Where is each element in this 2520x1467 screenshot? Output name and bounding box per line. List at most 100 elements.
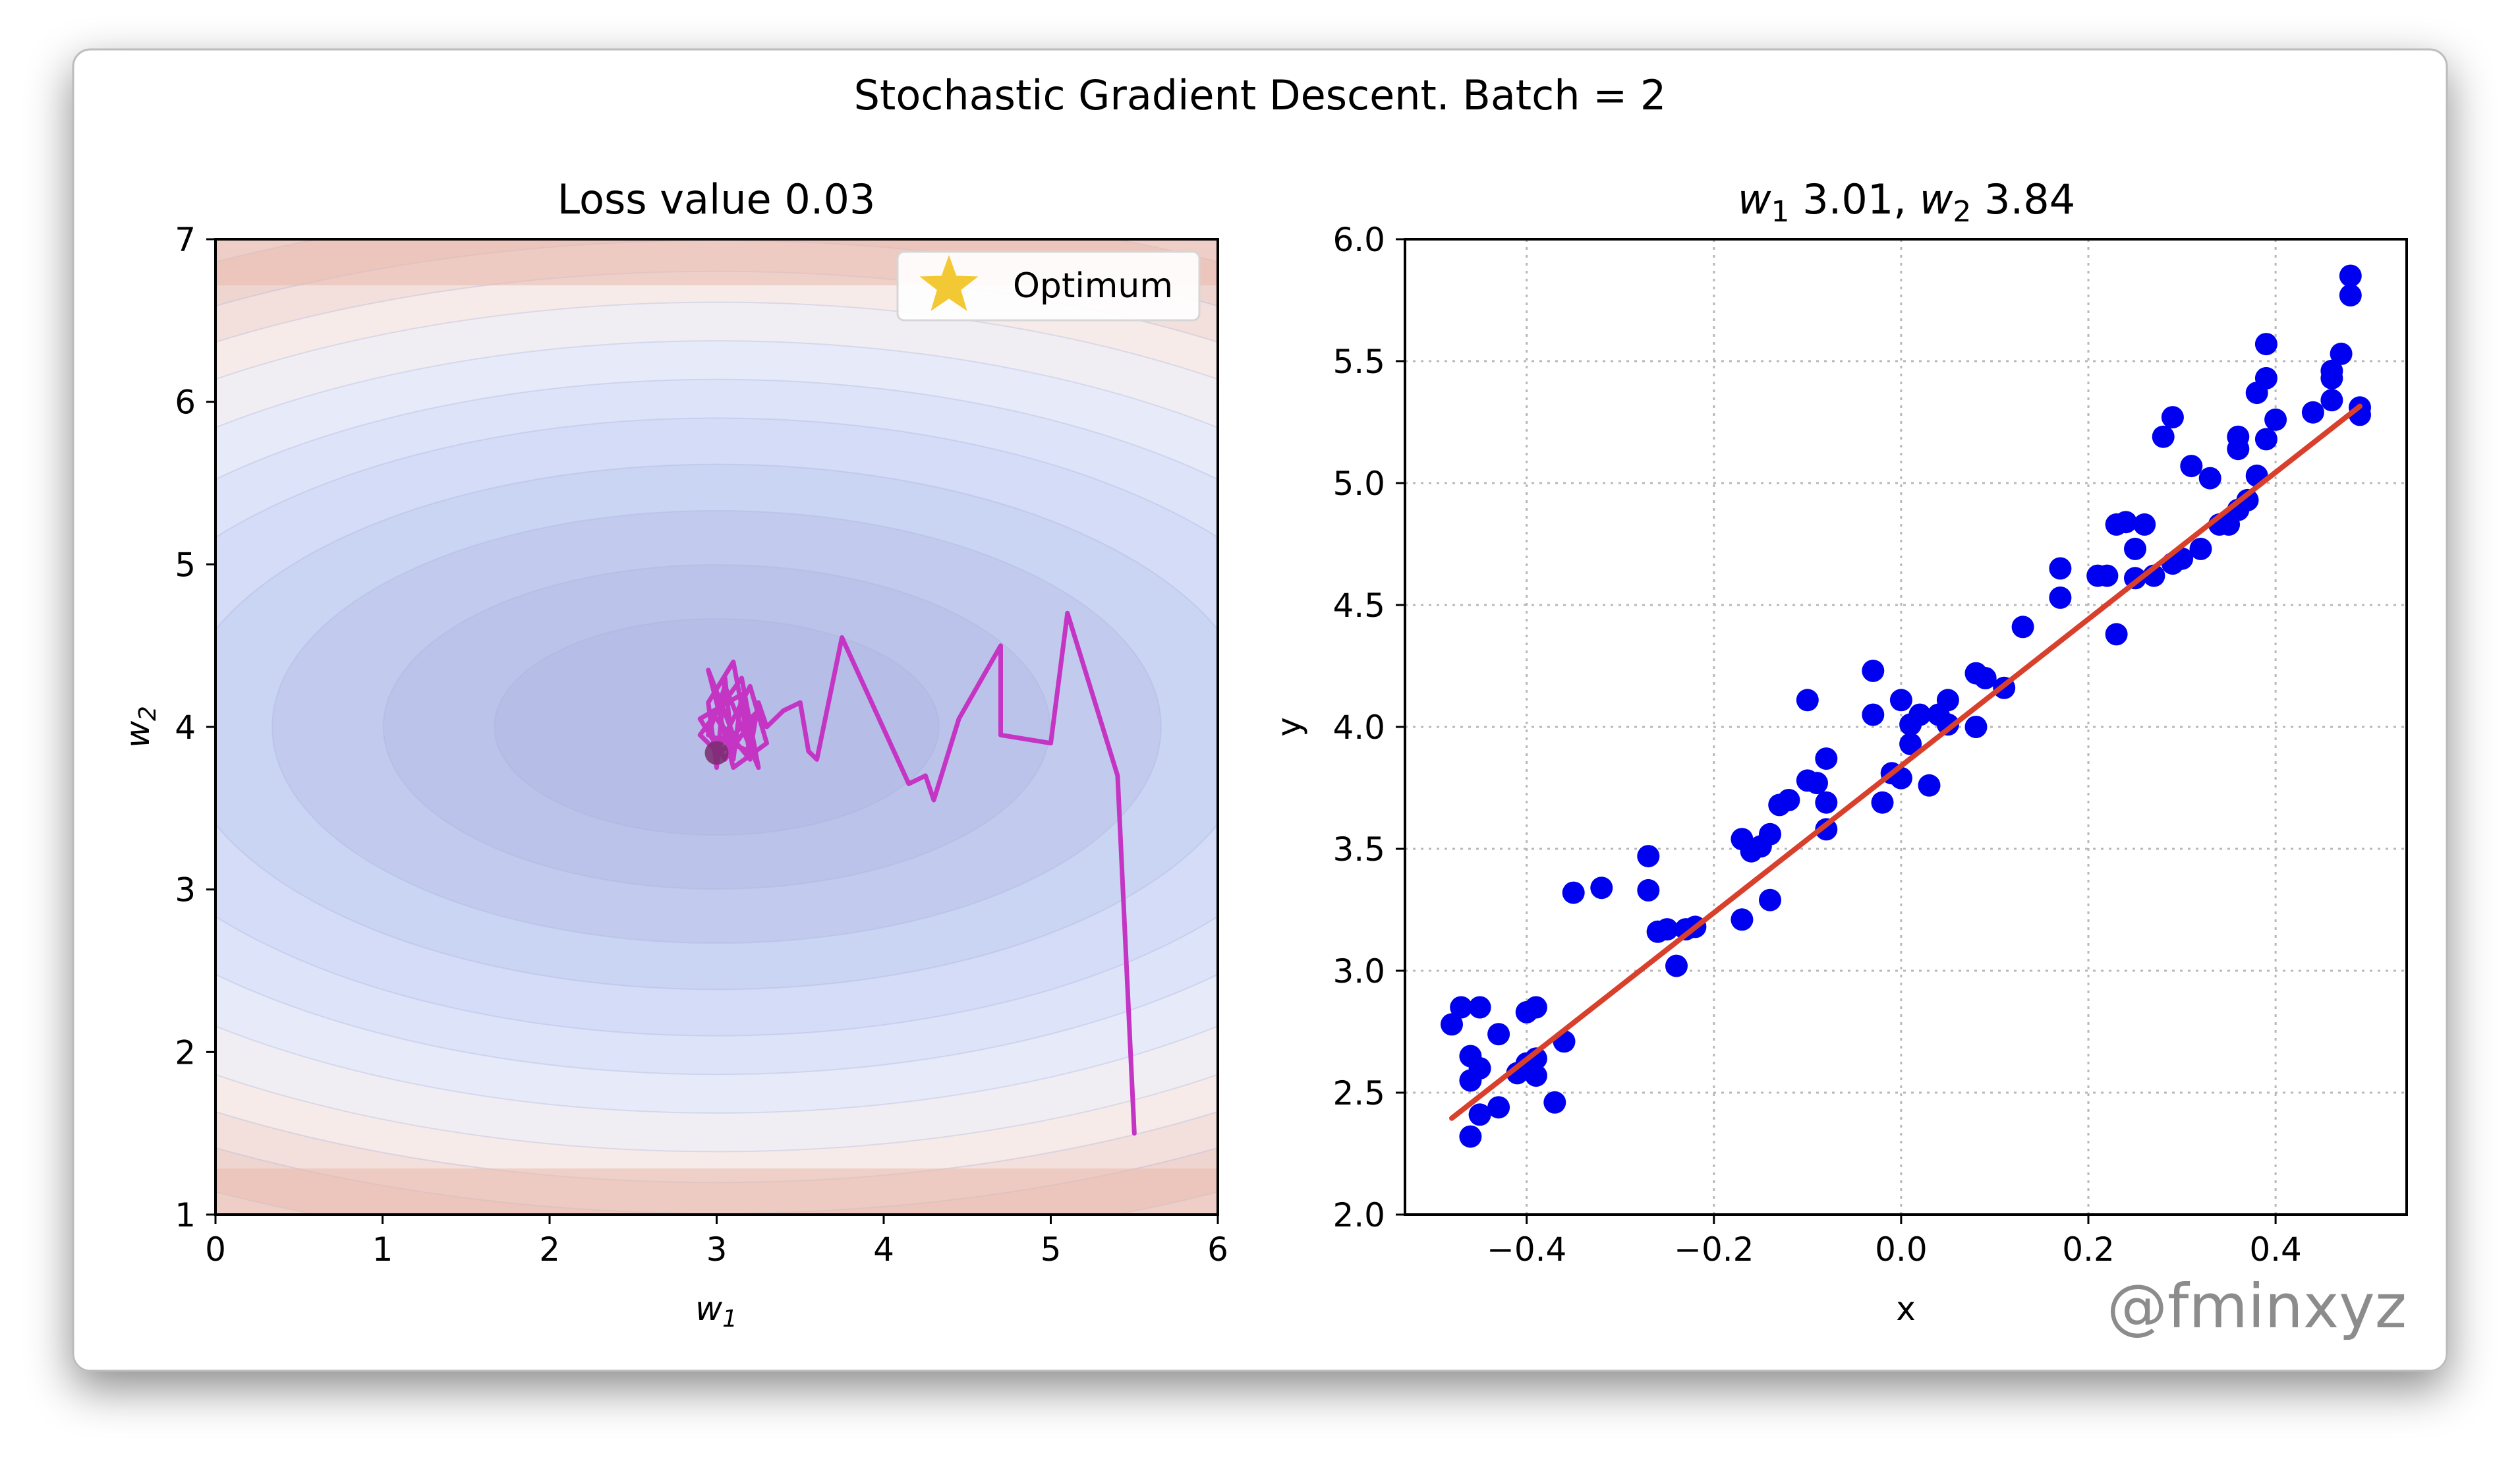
scatter-point [1862,703,1885,726]
scatter-point [2339,264,2362,287]
scatter-point [1487,1023,1510,1046]
scatter-point [2227,438,2250,461]
scatter-point [1450,996,1473,1019]
scatter-point [1815,791,1838,814]
scatter-point [1899,732,1922,755]
scatter-point [1918,774,1941,797]
scatter-point [2301,401,2324,424]
x-tick-label: −0.2 [1674,1230,1754,1269]
scatter-point [1637,878,1660,902]
x-tick-label: 4 [873,1230,894,1269]
scatter-point [2105,623,2128,646]
scatter-point [1889,689,1912,712]
scatter-point [1655,918,1678,941]
y-tick-label: 4.0 [1332,708,1385,747]
sgd-path [697,610,1137,1136]
scatter-point [2330,342,2353,365]
scatter-point [1665,954,1688,977]
scatter-point [1524,996,1547,1019]
scatter-point [1441,1013,1463,1036]
contour-band [494,618,940,836]
scatter-point [2320,359,2343,382]
star-icon [919,255,979,311]
y-tick-label: 2.0 [1332,1196,1385,1234]
scatter-point [2114,511,2137,534]
scatter-point [1468,1057,1491,1079]
scatter-point [1468,1103,1491,1126]
scatter-point [2049,586,2072,609]
left-y-axis-ticks: 1 2 3 4 5 6 7 [175,221,215,1234]
contour-bands [215,239,1218,1215]
scatter-point [2254,428,2277,451]
scatter-point [1524,1064,1547,1087]
x-tick-label: 3 [706,1230,728,1269]
scatter-points [1441,264,2371,1148]
left-x-axis-label: w1 [695,1290,737,1333]
scatter-point [1459,1125,1482,1148]
y-tick-label: 2.5 [1332,1074,1385,1112]
scatter-point [2339,284,2362,307]
left-x-axis-ticks: 0 1 2 3 4 5 6 [205,1215,1228,1269]
scatter-point [1637,845,1660,868]
regression-panel: w1 3.01, w2 3.84 −0.4 −0.2 0.0 0.2 0.4 2.02.… [1270,175,2408,1328]
scatter-point [2133,513,2156,536]
scatter-point [2264,408,2287,431]
scatter-point [1562,881,1585,904]
x-tick-label: 0.0 [1875,1230,1928,1269]
scatter-point [1936,713,1959,736]
scatter-point [2049,557,2072,580]
scatter-point [1759,888,1781,911]
right-x-axis-ticks: −0.4 −0.2 0.0 0.2 0.4 [1487,1215,2302,1269]
y-tick-label: 3.0 [1332,952,1385,991]
y-tick-label: 7 [175,221,196,259]
x-tick-label: 2 [539,1230,560,1269]
scatter-point [2189,537,2212,560]
scatter-point [1777,789,1800,811]
x-tick-label: −0.4 [1487,1230,1566,1269]
scatter-point [1543,1091,1566,1114]
fit-line [1449,403,2362,1121]
x-tick-label: 0 [205,1230,226,1269]
scatter-point [1908,703,1932,726]
left-plot-title: Loss value 0.03 [558,175,876,223]
y-tick-label: 4 [175,708,196,747]
watermark: @fminxyz [2107,1271,2407,1342]
scatter-point [1487,1096,1510,1119]
contour-area [215,239,1218,1215]
y-tick-label: 6 [175,384,196,422]
scatter-point [1524,1047,1547,1070]
right-x-axis-label: x [1896,1290,1916,1328]
x-tick-label: 5 [1041,1230,1062,1269]
scatter-point [2320,389,2343,412]
scatter-point [1759,822,1781,846]
right-y-axis-label: y [1270,717,1308,737]
scatter-point [1815,818,1838,841]
scatter-point [1806,772,1828,795]
scatter-point [2152,425,2175,448]
x-tick-label: 1 [372,1230,393,1269]
y-tick-label: 5.0 [1332,465,1385,503]
x-tick-label: 0.2 [2062,1230,2115,1269]
right-y-axis-ticks: 2.0 2.5 3.0 3.5 4.0 4.5 5.0 5.5 6.0 [1332,221,1405,1234]
scatter-point [2254,333,2277,356]
scatter-point [1871,791,1894,814]
scatter-point [2254,366,2277,389]
scatter-point [2236,488,2259,511]
y-tick-label: 3.5 [1332,830,1385,869]
scatter-point [2124,537,2146,560]
x-tick-label: 0.4 [2249,1230,2302,1269]
legend-label-optimum: Optimum [1013,266,1173,306]
y-tick-label: 5.5 [1332,343,1385,381]
y-tick-label: 3 [175,871,196,909]
y-tick-label: 2 [175,1033,196,1072]
scatter-point [1590,877,1613,900]
y-tick-label: 1 [175,1196,196,1234]
scatter-point [2096,564,2119,587]
contour-edge-bottom [215,1168,1218,1215]
scatter-point [2180,455,2203,478]
scatter-point [1964,716,1988,738]
y-tick-label: 6.0 [1332,221,1385,259]
scatter-point [2011,616,2034,639]
y-tick-label: 4.5 [1332,587,1385,625]
